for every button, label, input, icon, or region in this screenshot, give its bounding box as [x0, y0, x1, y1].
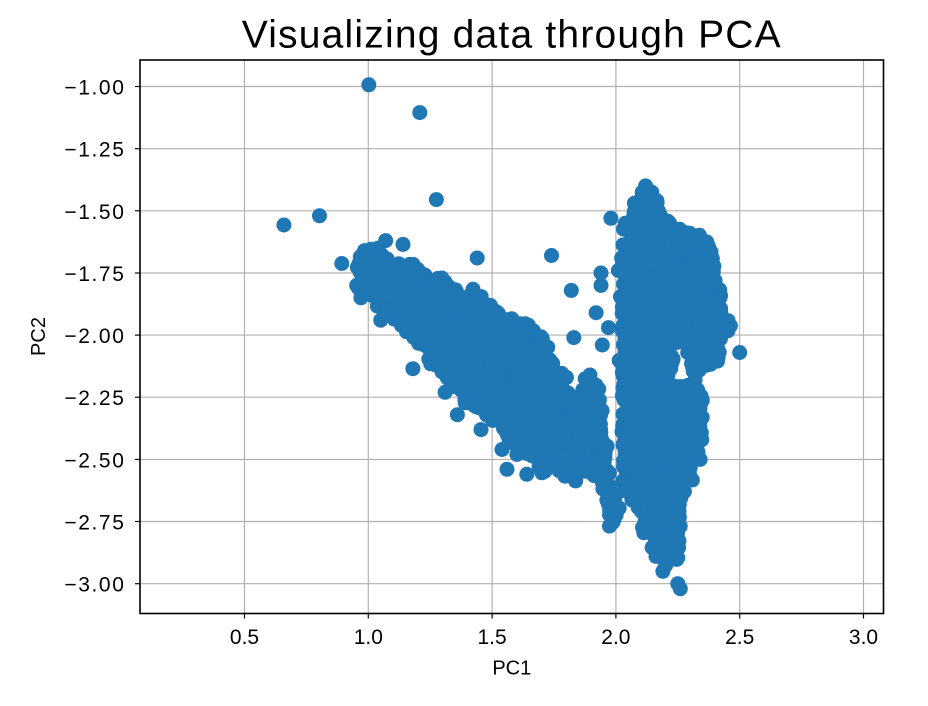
svg-text:PC2: PC2	[28, 317, 50, 356]
svg-text:0.5: 0.5	[230, 626, 259, 649]
svg-text:−2.25: −2.25	[64, 387, 125, 410]
svg-text:−1.25: −1.25	[64, 139, 125, 162]
svg-text:−2.50: −2.50	[64, 449, 125, 472]
svg-text:−2.75: −2.75	[64, 512, 125, 535]
svg-text:1.0: 1.0	[354, 626, 383, 649]
svg-text:PC1: PC1	[492, 657, 531, 679]
svg-text:1.5: 1.5	[477, 626, 506, 649]
svg-text:2.5: 2.5	[725, 626, 754, 649]
svg-text:2.0: 2.0	[601, 626, 630, 649]
svg-text:−1.75: −1.75	[64, 263, 125, 286]
svg-text:−3.00: −3.00	[64, 574, 125, 597]
svg-text:−1.00: −1.00	[64, 77, 125, 100]
svg-text:Visualizing data through PCA: Visualizing data through PCA	[242, 14, 782, 57]
svg-text:−1.50: −1.50	[64, 201, 125, 224]
svg-text:3.0: 3.0	[849, 626, 878, 649]
svg-text:−2.00: −2.00	[64, 325, 125, 348]
